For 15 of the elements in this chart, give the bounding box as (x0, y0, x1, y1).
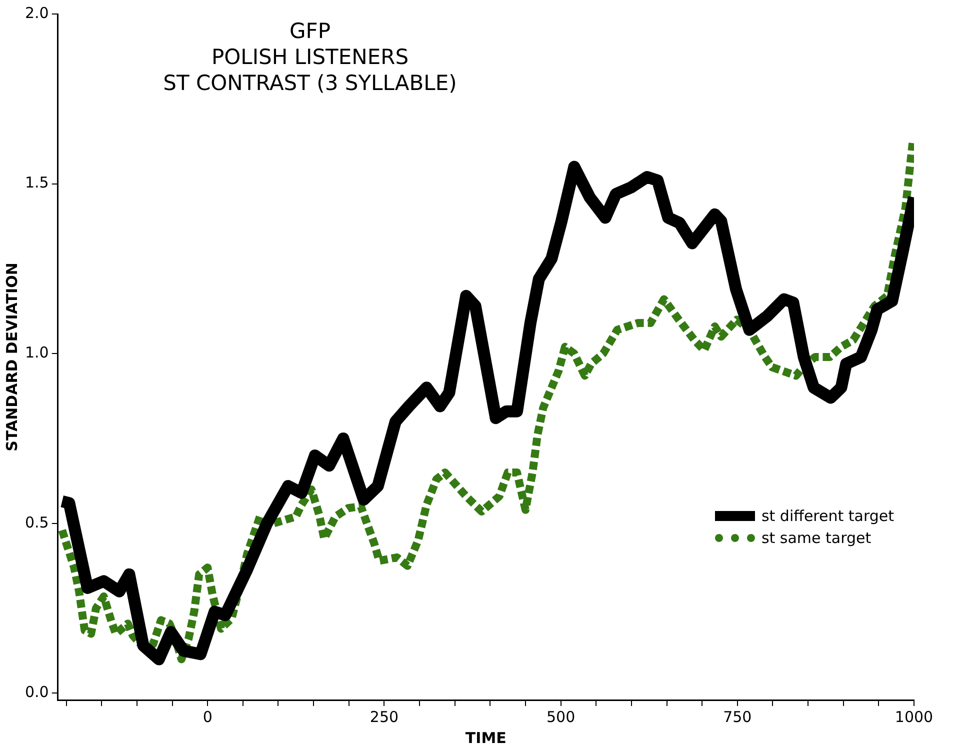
y-tick-label: 0.5 (24, 513, 49, 532)
y-tick-label: 2.0 (24, 4, 49, 22)
legend-label: st different target (761, 507, 894, 525)
x-tick-label: 250 (370, 708, 399, 726)
y-axis-title: STANDARD DEVIATION (2, 262, 21, 452)
x-tick-label: 750 (723, 708, 752, 726)
x-axis-title: TIME (465, 728, 506, 747)
x-tick-label: 1000 (894, 708, 934, 726)
y-tick-label: 1.0 (24, 343, 49, 362)
y-tick-label: 0.0 (24, 683, 49, 702)
x-tick-label: 0 (202, 708, 212, 726)
text: GFP POLISH LISTENERS ST CONTRAST (3 SYLLABLE) (162, 18, 458, 96)
legend-label: st same target (761, 529, 872, 547)
x-tick-label: 500 (546, 708, 576, 726)
y-tick-label: 1.5 (24, 174, 49, 192)
